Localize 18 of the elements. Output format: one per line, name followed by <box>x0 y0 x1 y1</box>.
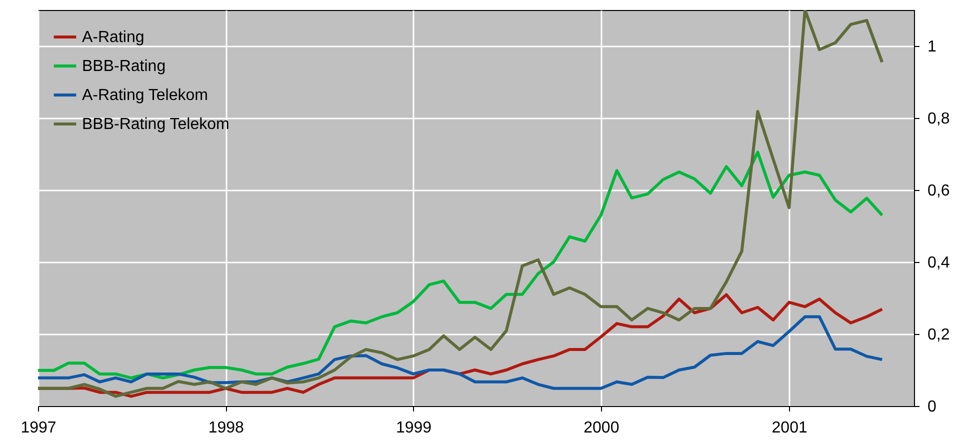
x-tick-label: 2000 <box>584 420 620 436</box>
legend-label: A-Rating Telekom <box>82 87 208 104</box>
legend-label: BBB-Rating Telekom <box>82 116 230 133</box>
x-tick-label: 1998 <box>208 420 244 436</box>
y-tick-label: 0,4 <box>928 254 950 272</box>
y-tick-label: 1 <box>928 38 936 56</box>
y-tick-label: 0,2 <box>928 326 950 344</box>
y-tick-label: 0,8 <box>928 110 950 128</box>
x-tick-label: 1999 <box>396 420 432 436</box>
line-series <box>38 315 884 390</box>
line-series <box>38 10 884 398</box>
y-tick-label: 0 <box>928 398 936 416</box>
line-series <box>38 150 884 380</box>
legend-label: A-Rating <box>82 29 144 46</box>
x-tick-label: 2001 <box>772 420 808 436</box>
x-tick-label: 1997 <box>20 420 56 436</box>
legend-label: BBB-Rating <box>82 58 166 75</box>
y-tick-label: 0,6 <box>928 182 950 200</box>
